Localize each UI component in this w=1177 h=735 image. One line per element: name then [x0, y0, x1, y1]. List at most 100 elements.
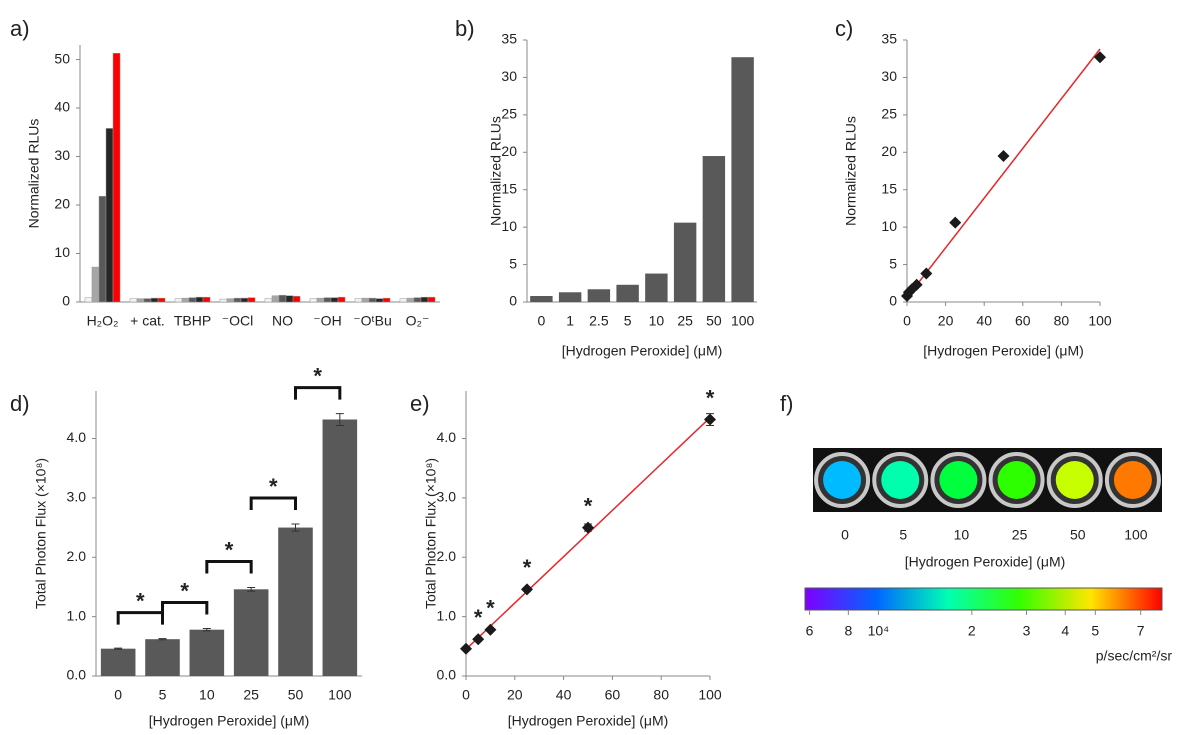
bar	[324, 298, 331, 302]
y-tick-label: 30	[881, 68, 897, 84]
panel-label: c)	[835, 16, 853, 41]
bar	[85, 298, 92, 302]
x-tick-label: ⁻OCl	[222, 313, 254, 329]
bar	[338, 297, 345, 302]
bar	[234, 298, 241, 302]
x-tick-label: 5	[899, 527, 907, 543]
bar	[227, 299, 234, 302]
colorbar-tick-label: 2	[968, 623, 976, 639]
y-tick-label: 15	[501, 180, 517, 196]
y-tick-label: 2.0	[437, 548, 457, 564]
bar	[731, 57, 753, 302]
y-tick-label: 0.0	[67, 667, 87, 683]
bar	[106, 128, 113, 302]
bar	[559, 292, 581, 302]
y-tick-label: 40	[54, 99, 70, 115]
x-tick-label: NO	[272, 313, 293, 329]
bar	[400, 299, 407, 302]
bar	[310, 299, 317, 302]
x-tick-label: 10	[649, 313, 665, 329]
y-tick-label: 5	[889, 255, 897, 271]
bar	[414, 298, 421, 302]
y-axis-label: Total Photon Flux (×10⁸)	[33, 458, 49, 609]
point-label: *	[523, 555, 532, 580]
well-signal	[823, 461, 861, 499]
bar	[175, 299, 182, 302]
x-tick-label: O₂⁻	[406, 313, 430, 329]
well-signal	[881, 461, 919, 499]
y-tick-label: 10	[501, 218, 517, 234]
well-signal	[1114, 461, 1152, 499]
bar	[278, 528, 313, 676]
y-tick-label: 35	[501, 31, 517, 47]
data-point	[472, 633, 484, 645]
bar	[113, 53, 120, 302]
x-tick-label: 60	[1015, 313, 1031, 329]
bar	[428, 297, 435, 302]
y-tick-label: 0	[509, 293, 517, 309]
y-tick-label: 25	[881, 106, 897, 122]
x-axis-label: [Hydrogen Peroxide] (μM)	[149, 713, 310, 729]
x-tick-label: 2.5	[589, 313, 609, 329]
x-tick-label: 0	[841, 527, 849, 543]
x-tick-label: 1	[566, 313, 574, 329]
y-axis-label: Normalized RLUs	[843, 116, 859, 226]
point-label: *	[706, 385, 715, 410]
x-tick-label: 50	[288, 687, 304, 703]
x-tick-label: 0	[903, 313, 911, 329]
bar	[355, 299, 362, 302]
x-tick-label: 60	[605, 687, 621, 703]
data-point	[1094, 51, 1106, 63]
data-point	[704, 414, 716, 426]
bar	[220, 299, 227, 302]
x-tick-label: 100	[1088, 313, 1112, 329]
bar	[265, 299, 272, 302]
bar	[203, 297, 210, 302]
x-tick-label: 10	[954, 527, 970, 543]
y-tick-label: 0.0	[437, 667, 457, 683]
x-tick-label: 50	[706, 313, 722, 329]
bar	[182, 298, 189, 302]
x-tick-label: ⁻OH	[313, 313, 341, 329]
y-tick-label: 20	[54, 196, 70, 212]
bar	[130, 299, 137, 302]
x-tick-label: 80	[1054, 313, 1070, 329]
x-tick-label: 40	[556, 687, 572, 703]
x-tick-label: 25	[677, 313, 693, 329]
significance-bracket	[296, 388, 340, 400]
bar	[317, 298, 324, 302]
bar	[703, 156, 725, 302]
point-label: *	[486, 596, 495, 621]
significance-label: *	[225, 537, 234, 562]
x-tick-label: 100	[328, 687, 352, 703]
x-axis-label: [Hydrogen Peroxide] (μM)	[923, 343, 1084, 359]
bar	[189, 298, 196, 302]
y-tick-label: 10	[54, 244, 70, 260]
x-tick-label: 20	[507, 687, 523, 703]
x-tick-label: 25	[1012, 527, 1028, 543]
well-signal	[998, 461, 1036, 499]
y-tick-label: 0	[62, 293, 70, 309]
colorbar-unit: p/sec/cm²/sr	[1096, 648, 1173, 664]
bar	[92, 267, 99, 302]
colorbar-tick-label: 8	[844, 623, 852, 639]
data-point	[484, 624, 496, 636]
colorbar	[805, 588, 1162, 610]
x-tick-label: 50	[1070, 527, 1086, 543]
bar	[196, 297, 203, 302]
y-tick-label: 3.0	[437, 489, 457, 505]
y-tick-label: 4.0	[437, 429, 457, 445]
bar	[616, 285, 638, 302]
significance-label: *	[269, 474, 278, 499]
bar	[530, 296, 552, 302]
significance-bracket	[207, 562, 251, 574]
y-tick-label: 20	[881, 143, 897, 159]
bar	[144, 299, 151, 302]
x-axis-label: [Hydrogen Peroxide] (μM)	[562, 343, 723, 359]
significance-label: *	[313, 363, 322, 388]
y-tick-label: 5	[509, 255, 517, 271]
bar	[234, 589, 269, 676]
point-label: *	[474, 605, 483, 630]
colorbar-tick-label: 4	[1061, 623, 1069, 639]
x-tick-label: 100	[1124, 527, 1148, 543]
